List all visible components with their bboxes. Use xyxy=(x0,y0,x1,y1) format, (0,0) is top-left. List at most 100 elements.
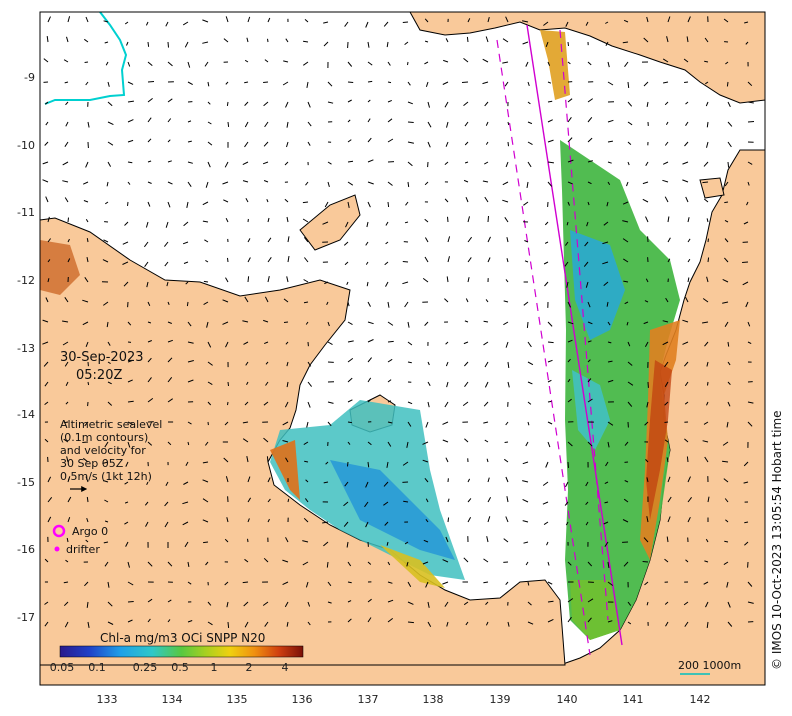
velocity-arrow xyxy=(147,41,150,47)
velocity-arrow xyxy=(327,601,332,604)
velocity-arrow xyxy=(727,621,733,627)
velocity-arrow xyxy=(387,138,394,143)
velocity-arrow xyxy=(367,118,371,123)
longitude-ticks: 133 134 135 136 137 138 139 140 141 142 xyxy=(97,693,711,706)
velocity-arrow xyxy=(107,421,110,428)
velocity-arrow xyxy=(303,61,309,66)
velocity-arrow xyxy=(285,101,289,108)
velocity-arrow xyxy=(505,161,509,168)
velocity-arrow xyxy=(167,41,169,48)
velocity-arrow xyxy=(103,541,109,544)
velocity-arrow xyxy=(187,321,192,327)
velocity-arrow xyxy=(346,541,349,548)
velocity-arrow xyxy=(367,137,372,143)
velocity-arrow xyxy=(485,621,489,626)
velocity-arrow xyxy=(523,301,529,306)
velocity-arrow xyxy=(85,476,89,483)
velocity-arrow xyxy=(127,581,134,586)
velocity-arrow xyxy=(187,181,192,187)
velocity-arrow xyxy=(447,498,450,503)
velocity-arrow xyxy=(724,238,729,243)
velocity-arrow xyxy=(67,238,70,243)
velocity-arrow xyxy=(402,261,409,263)
velocity-arrow xyxy=(286,216,289,223)
velocity-arrow xyxy=(587,301,591,308)
velocity-arrow xyxy=(527,101,531,105)
velocity-arrow xyxy=(703,198,709,203)
velocity-arrow xyxy=(265,361,269,365)
velocity-arrow xyxy=(103,20,109,23)
velocity-arrow xyxy=(726,581,729,588)
velocity-arrow xyxy=(705,538,709,543)
velocity-arrow xyxy=(223,457,229,463)
velocity-arrow xyxy=(304,498,309,503)
velocity-arrow xyxy=(485,121,489,126)
velocity-arrow xyxy=(127,119,134,123)
velocity-arrow xyxy=(307,381,312,387)
velocity-arrow xyxy=(147,618,151,623)
velocity-arrow xyxy=(605,461,609,467)
velocity-arrow xyxy=(643,537,649,543)
velocity-arrow xyxy=(747,321,751,327)
velocity-arrow xyxy=(682,319,689,323)
velocity-arrow xyxy=(567,561,572,566)
velocity-arrow xyxy=(303,441,309,446)
velocity-arrow xyxy=(643,37,649,43)
velocity-arrow xyxy=(226,601,229,608)
velocity-arrow xyxy=(527,581,530,586)
velocity-arrow xyxy=(347,357,354,363)
velocity-arrow xyxy=(646,101,649,107)
velocity-arrow xyxy=(104,441,109,448)
velocity-arrow xyxy=(386,41,389,48)
velocity-arrow xyxy=(746,201,749,206)
velocity-arrow xyxy=(263,180,269,183)
velocity-arrow xyxy=(187,341,194,344)
velocity-arrow xyxy=(286,141,289,148)
velocity-arrow xyxy=(123,281,129,287)
velocity-arrow xyxy=(244,401,249,406)
velocity-arrow xyxy=(82,457,89,463)
velocity-arrow xyxy=(607,421,614,426)
velocity-arrow xyxy=(43,58,49,63)
velocity-arrow xyxy=(347,561,352,567)
velocity-arrow xyxy=(407,361,412,364)
velocity-arrow xyxy=(187,161,193,164)
velocity-arrow xyxy=(147,181,152,184)
velocity-arrow xyxy=(127,181,131,185)
velocity-arrow xyxy=(347,618,352,623)
velocity-arrow xyxy=(284,401,289,408)
velocity-arrow xyxy=(164,241,169,247)
velocity-arrow xyxy=(304,460,309,463)
velocity-arrow xyxy=(567,616,572,623)
velocity-arrow xyxy=(747,401,754,404)
velocity-arrow xyxy=(627,601,632,606)
altimetry-line: 30 Sep 05Z xyxy=(60,457,124,470)
velocity-arrow xyxy=(407,161,413,167)
velocity-arrow xyxy=(67,258,71,263)
lon-tick: 140 xyxy=(557,693,578,706)
velocity-arrow xyxy=(644,341,649,348)
velocity-arrow xyxy=(107,121,114,126)
velocity-arrow xyxy=(407,181,410,188)
velocity-arrow xyxy=(285,341,289,345)
velocity-arrow xyxy=(507,621,510,627)
velocity-arrow xyxy=(482,58,489,63)
credit-text: © IMOS 10-Oct-2023 13:05:54 Hobart time xyxy=(770,410,784,670)
velocity-arrow xyxy=(684,381,689,387)
velocity-arrow xyxy=(745,41,749,45)
velocity-arrow xyxy=(347,301,350,307)
velocity-arrow xyxy=(207,381,213,386)
velocity-arrow xyxy=(585,501,589,506)
velocity-arrow xyxy=(445,457,449,463)
velocity-arrow xyxy=(502,181,509,186)
velocity-arrow xyxy=(127,139,134,143)
velocity-arrow xyxy=(683,601,689,606)
velocity-arrow xyxy=(727,161,730,168)
velocity-arrow xyxy=(484,101,489,107)
velocity-arrow xyxy=(64,81,69,84)
velocity-arrow xyxy=(283,298,289,303)
velocity-arrow xyxy=(367,461,370,468)
velocity-arrow xyxy=(685,101,689,105)
velocity-arrow xyxy=(604,481,609,485)
velocity-arrow xyxy=(82,299,89,303)
